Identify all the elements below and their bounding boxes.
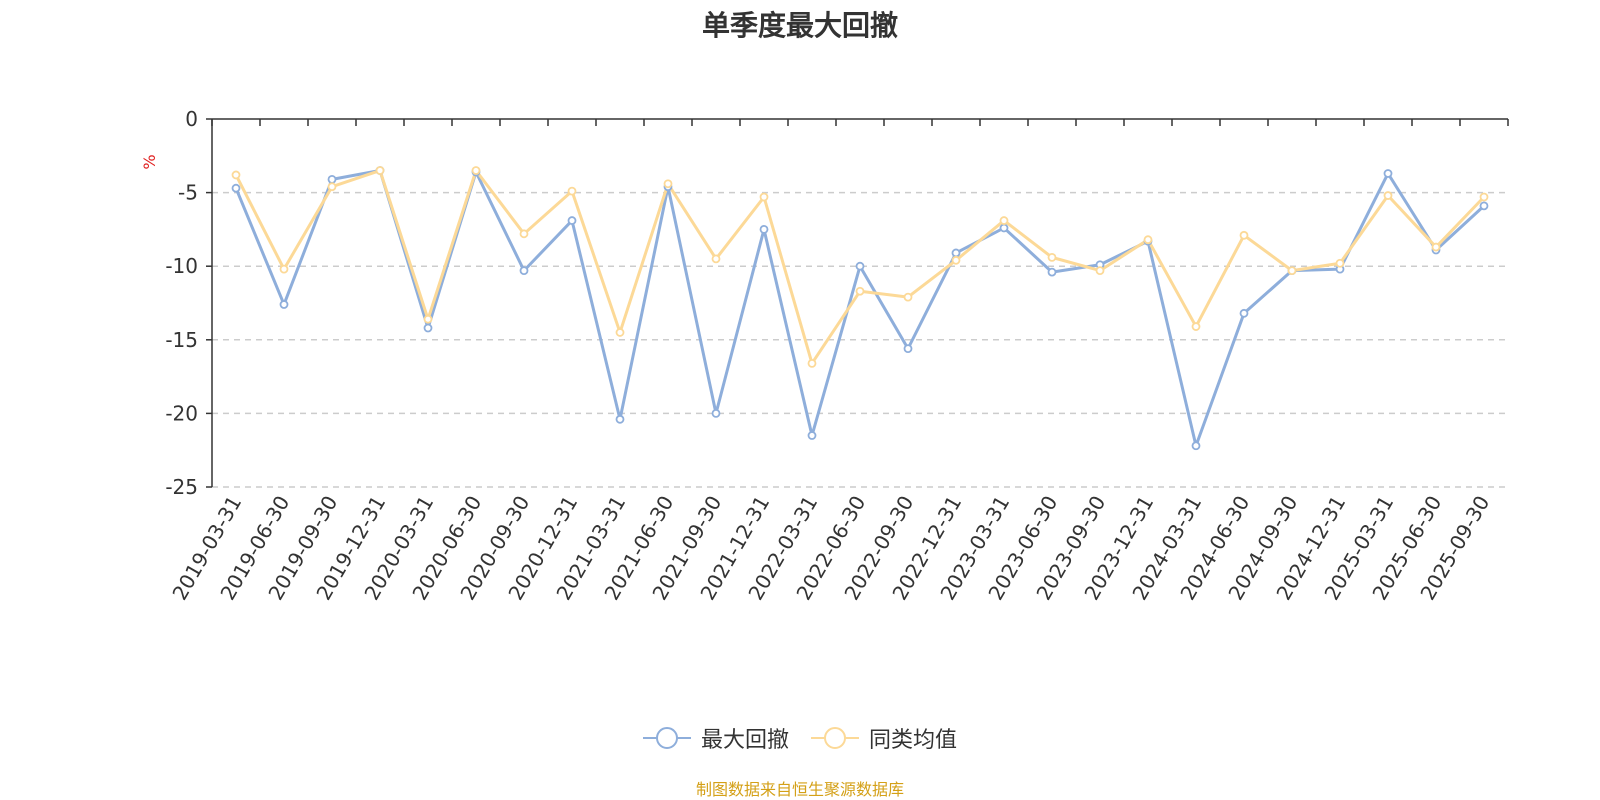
series-1-point [519, 229, 529, 239]
series-layer [231, 166, 1489, 451]
series-1-point [759, 192, 769, 202]
series-1-point [903, 292, 913, 302]
series-1-point [471, 166, 481, 175]
series-1-point [1095, 266, 1105, 276]
source-note: 制图数据来自恒生聚源数据库 [695, 780, 904, 799]
legend-series-0-icon [642, 727, 691, 749]
legend-item-series-1[interactable]: 同类均值 [811, 722, 957, 754]
series-1-point [279, 264, 289, 274]
legend: 最大回撤 同类均值 [0, 722, 1600, 754]
series-0-point [1479, 201, 1489, 211]
series-1-point [855, 286, 865, 296]
series-0-point [999, 223, 1009, 233]
series-1-point [951, 255, 961, 265]
series-1-point [231, 170, 241, 180]
series-1-point [1191, 322, 1201, 331]
series-0-point [567, 216, 577, 225]
legend-item-series-0[interactable]: 最大回撤 [642, 722, 789, 754]
series-1-point [423, 314, 433, 324]
series-0-point [1383, 169, 1393, 178]
series-0-point [711, 408, 721, 418]
y-tick-label: -25 [165, 475, 198, 499]
series-0-point [807, 431, 817, 440]
series-0-point [279, 300, 289, 309]
legend-series-1-icon [811, 727, 859, 749]
grid-layer [212, 191, 1508, 488]
series-0-point [759, 224, 769, 234]
series-1-point [1239, 230, 1249, 240]
legend-label-series-0: 最大回撤 [700, 728, 789, 753]
series-0-point [1239, 308, 1249, 318]
axis-layer: 0-5-10-15-20-252019-03-312019-06-302019-… [165, 107, 1509, 604]
y-tick-label: -5 [178, 181, 198, 205]
series-1-point [663, 179, 673, 189]
series-1-point [1287, 266, 1297, 276]
series-0-point [231, 183, 241, 193]
series-0-point [855, 261, 865, 271]
y-axis-unit-label: % [140, 154, 159, 169]
series-1-point [1047, 252, 1057, 262]
series-1-point [1143, 235, 1153, 245]
series-1-point [375, 166, 385, 175]
series-0-point [519, 266, 529, 276]
series-1-point [999, 216, 1009, 225]
legend-label-series-1: 同类均值 [869, 728, 958, 753]
y-tick-label: -10 [165, 254, 198, 278]
series-1-point [327, 182, 337, 192]
y-tick-label: -15 [165, 328, 198, 352]
line-chart: 0-5-10-15-20-252019-03-312019-06-302019-… [140, 107, 1509, 604]
series-1-point [1335, 258, 1345, 268]
series-1-point [1383, 191, 1393, 200]
series-1-point [567, 186, 577, 196]
series-0-point [423, 323, 433, 333]
series-0-point [951, 248, 961, 258]
y-tick-label: 0 [185, 107, 198, 131]
series-0-point [327, 174, 337, 184]
series-1-point [615, 328, 625, 337]
series-1-point [807, 358, 817, 368]
series-1-point [711, 254, 721, 264]
y-tick-label: -20 [165, 401, 198, 425]
series-1-point [1479, 192, 1489, 202]
series-0-point [903, 344, 913, 354]
series-0-point [1191, 441, 1201, 451]
series-0-point [615, 414, 625, 424]
series-1-point [1431, 242, 1441, 252]
chart-title: 单季度最大回撤 [701, 9, 898, 42]
series-0-point [1047, 267, 1057, 277]
